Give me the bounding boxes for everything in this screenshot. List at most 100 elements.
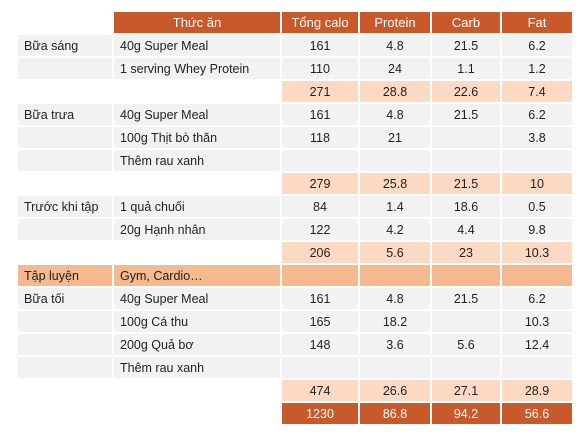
subtotal-row: 474 26.6 27.1 28.9 xyxy=(18,380,572,401)
food-cell: 200g Quả bơ xyxy=(114,334,282,355)
protein-cell xyxy=(360,150,432,171)
food-cell: Gym, Cardio… xyxy=(114,265,282,286)
carb-cell: 23 xyxy=(432,242,502,263)
meal-cell: Tập luyện xyxy=(18,265,114,286)
carb-cell: 18.6 xyxy=(432,196,502,217)
protein-cell: 4.2 xyxy=(360,219,432,240)
fat-cell: 6.2 xyxy=(502,104,572,125)
meal-cell xyxy=(18,403,114,424)
carb-cell: 21.5 xyxy=(432,104,502,125)
fat-cell: 10 xyxy=(502,173,572,194)
header-protein: Protein xyxy=(360,12,432,33)
calories-cell: 161 xyxy=(282,35,360,56)
table-row: 100g Thịt bò thăn 118 21 3.8 xyxy=(18,127,572,148)
meal-cell: Bữa sáng xyxy=(18,35,114,56)
carb-cell: 22.6 xyxy=(432,81,502,102)
protein-cell: 3.6 xyxy=(360,334,432,355)
fat-cell: 10.3 xyxy=(502,311,572,332)
meal-cell xyxy=(18,81,114,102)
calories-cell: 271 xyxy=(282,81,360,102)
header-food: Thức ăn xyxy=(114,12,282,33)
fat-cell: 6.2 xyxy=(502,288,572,309)
carb-cell xyxy=(432,357,502,378)
food-cell: 1 quả chuối xyxy=(114,196,282,217)
protein-cell: 24 xyxy=(360,58,432,79)
protein-cell: 4.8 xyxy=(360,104,432,125)
meal-cell xyxy=(18,150,114,171)
fat-cell: 7.4 xyxy=(502,81,572,102)
meal-cell xyxy=(18,58,114,79)
table-row: 1 serving Whey Protein 110 24 1.1 1.2 xyxy=(18,58,572,79)
header-blank xyxy=(18,12,114,33)
carb-cell: 5.6 xyxy=(432,334,502,355)
carb-cell: 4.4 xyxy=(432,219,502,240)
workout-row: Tập luyện Gym, Cardio… xyxy=(18,265,572,286)
meal-cell xyxy=(18,127,114,148)
fat-cell: 9.8 xyxy=(502,219,572,240)
carb-cell xyxy=(432,150,502,171)
food-cell xyxy=(114,81,282,102)
protein-cell: 25.8 xyxy=(360,173,432,194)
fat-cell: 10.3 xyxy=(502,242,572,263)
meal-cell xyxy=(18,311,114,332)
protein-cell: 86.8 xyxy=(360,403,432,424)
protein-cell xyxy=(360,265,432,286)
food-cell: 1 serving Whey Protein xyxy=(114,58,282,79)
table-row: Thêm rau xanh xyxy=(18,150,572,171)
carb-cell: 94.2 xyxy=(432,403,502,424)
protein-cell xyxy=(360,357,432,378)
calories-cell xyxy=(282,150,360,171)
meal-cell: Bữa tối xyxy=(18,288,114,309)
calories-cell: 165 xyxy=(282,311,360,332)
fat-cell xyxy=(502,150,572,171)
food-cell xyxy=(114,242,282,263)
calories-cell: 84 xyxy=(282,196,360,217)
carb-cell: 1.1 xyxy=(432,58,502,79)
calories-cell: 122 xyxy=(282,219,360,240)
header-row: Thức ăn Tổng calo Protein Carb Fat xyxy=(18,12,572,33)
protein-cell: 4.8 xyxy=(360,288,432,309)
table-body: Bữa sáng 40g Super Meal 161 4.8 21.5 6.2 1 ser… xyxy=(18,35,572,424)
meal-cell xyxy=(18,242,114,263)
food-cell: 100g Cá thu xyxy=(114,311,282,332)
food-cell: 20g Hạnh nhân xyxy=(114,219,282,240)
meal-cell xyxy=(18,219,114,240)
calories-cell: 161 xyxy=(282,104,360,125)
calories-cell: 110 xyxy=(282,58,360,79)
subtotal-row: 206 5.6 23 10.3 xyxy=(18,242,572,263)
meal-cell xyxy=(18,380,114,401)
carb-cell xyxy=(432,311,502,332)
food-cell xyxy=(114,403,282,424)
meal-cell xyxy=(18,173,114,194)
food-cell: 40g Super Meal xyxy=(114,104,282,125)
table-row: Thêm rau xanh xyxy=(18,357,572,378)
fat-cell: 12.4 xyxy=(502,334,572,355)
calories-cell xyxy=(282,357,360,378)
fat-cell xyxy=(502,357,572,378)
meal-plan-table: Thức ăn Tổng calo Protein Carb Fat Bữa s… xyxy=(18,10,572,426)
protein-cell: 26.6 xyxy=(360,380,432,401)
protein-cell: 4.8 xyxy=(360,35,432,56)
table-row: 100g Cá thu 165 18.2 10.3 xyxy=(18,311,572,332)
table-row: Bữa sáng 40g Super Meal 161 4.8 21.5 6.2 xyxy=(18,35,572,56)
calories-cell: 206 xyxy=(282,242,360,263)
fat-cell: 3.8 xyxy=(502,127,572,148)
fat-cell: 56.6 xyxy=(502,403,572,424)
food-cell: 100g Thịt bò thăn xyxy=(114,127,282,148)
carb-cell: 27.1 xyxy=(432,380,502,401)
table-row: 200g Quả bơ 148 3.6 5.6 12.4 xyxy=(18,334,572,355)
food-cell xyxy=(114,380,282,401)
table-row: Bữa trưa 40g Super Meal 161 4.8 21.5 6.2 xyxy=(18,104,572,125)
fat-cell: 1.2 xyxy=(502,58,572,79)
carb-cell xyxy=(432,265,502,286)
table-row: Trước khi tập 1 quả chuối 84 1.4 18.6 0.5 xyxy=(18,196,572,217)
carb-cell: 21.5 xyxy=(432,288,502,309)
header-calories: Tổng calo xyxy=(282,12,360,33)
subtotal-row: 279 25.8 21.5 10 xyxy=(18,173,572,194)
carb-cell xyxy=(432,127,502,148)
protein-cell: 5.6 xyxy=(360,242,432,263)
header-fat: Fat xyxy=(502,12,572,33)
calories-cell: 148 xyxy=(282,334,360,355)
total-row: 1230 86.8 94.2 56.6 xyxy=(18,403,572,424)
calories-cell: 161 xyxy=(282,288,360,309)
